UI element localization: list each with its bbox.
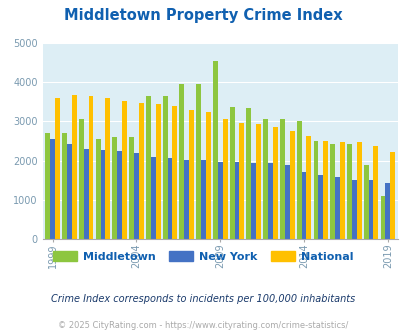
Text: Crime Index corresponds to incidents per 100,000 inhabitants: Crime Index corresponds to incidents per… <box>51 294 354 304</box>
Bar <box>356 142 361 239</box>
Bar <box>279 119 284 239</box>
Bar <box>79 119 83 239</box>
Bar <box>239 123 244 239</box>
Bar <box>256 124 260 239</box>
Bar <box>105 98 110 239</box>
Bar <box>122 101 127 239</box>
Text: Middletown Property Crime Index: Middletown Property Crime Index <box>64 8 341 23</box>
Bar <box>339 142 344 239</box>
Bar <box>222 119 227 239</box>
Bar <box>296 121 301 239</box>
Bar <box>200 160 205 239</box>
Bar <box>112 137 117 239</box>
Bar <box>134 153 139 239</box>
Bar <box>368 180 373 239</box>
Bar <box>318 175 322 239</box>
Bar <box>179 84 184 239</box>
Bar <box>45 133 50 239</box>
Bar <box>229 107 234 239</box>
Bar <box>389 152 394 239</box>
Bar <box>145 96 150 239</box>
Bar <box>155 104 160 239</box>
Bar <box>67 144 72 239</box>
Bar <box>129 137 134 239</box>
Bar <box>162 96 167 239</box>
Bar <box>139 103 143 239</box>
Bar <box>96 139 100 239</box>
Bar <box>189 110 194 239</box>
Bar <box>267 163 272 239</box>
Bar <box>88 96 93 239</box>
Bar <box>301 172 306 239</box>
Bar <box>289 131 294 239</box>
Bar <box>117 151 122 239</box>
Bar <box>251 163 256 239</box>
Bar <box>213 61 217 239</box>
Bar <box>373 146 377 239</box>
Text: © 2025 CityRating.com - https://www.cityrating.com/crime-statistics/: © 2025 CityRating.com - https://www.city… <box>58 321 347 330</box>
Bar <box>167 158 172 239</box>
Bar <box>351 180 356 239</box>
Bar <box>62 133 67 239</box>
Bar <box>284 165 289 239</box>
Bar <box>217 162 222 239</box>
Bar <box>346 144 351 239</box>
Bar <box>50 139 55 239</box>
Bar <box>379 196 384 239</box>
Bar <box>306 136 311 239</box>
Bar <box>55 98 60 239</box>
Bar <box>83 149 88 239</box>
Bar <box>246 108 251 239</box>
Bar <box>205 112 210 239</box>
Bar <box>196 84 200 239</box>
Bar <box>363 165 368 239</box>
Bar <box>72 95 77 239</box>
Bar <box>384 183 389 239</box>
Bar <box>262 119 267 239</box>
Bar <box>272 127 277 239</box>
Legend: Middletown, New York, National: Middletown, New York, National <box>48 247 357 267</box>
Bar <box>150 157 155 239</box>
Bar <box>100 150 105 239</box>
Bar <box>313 141 318 239</box>
Bar <box>329 144 334 239</box>
Bar <box>184 160 189 239</box>
Bar <box>334 177 339 239</box>
Bar <box>322 141 327 239</box>
Bar <box>234 162 239 239</box>
Bar <box>172 106 177 239</box>
